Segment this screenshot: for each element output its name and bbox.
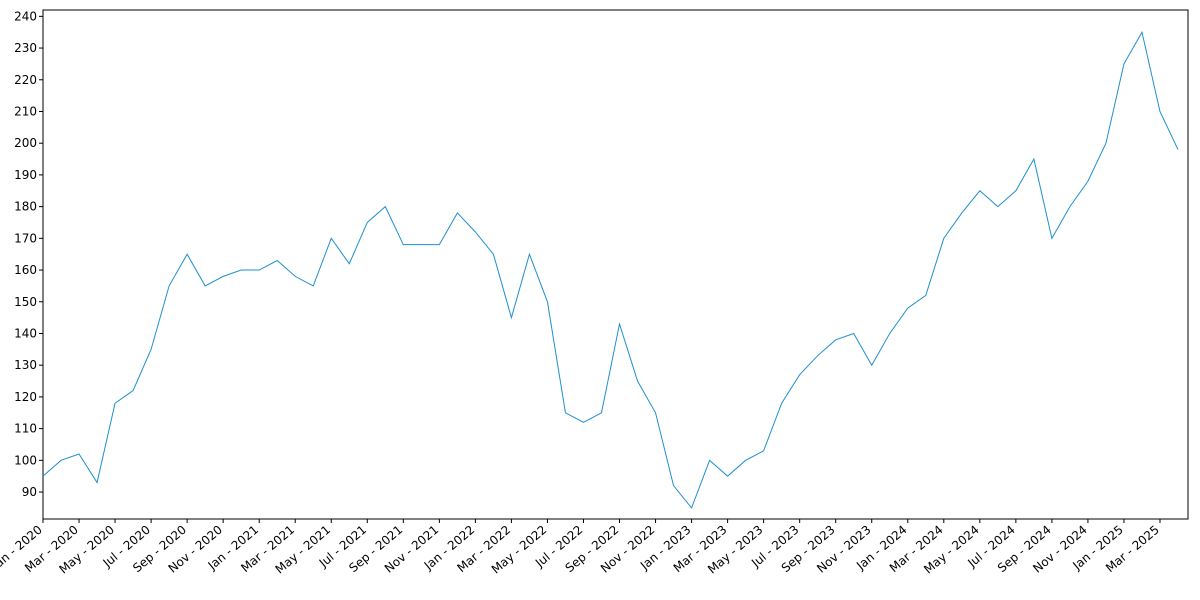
- y-tick-label: 170: [14, 231, 37, 245]
- price-line: [42, 30, 1179, 509]
- y-tick-label: 160: [14, 263, 37, 277]
- y-tick-label: 210: [14, 104, 37, 118]
- y-tick-label: 200: [14, 136, 37, 150]
- y-tick-label: 240: [14, 9, 37, 23]
- y-tick-label: 100: [14, 453, 37, 467]
- plot-frame: [42, 9, 1189, 520]
- y-tick-label: 150: [14, 295, 37, 309]
- y-tick-label: 110: [14, 422, 37, 436]
- y-tick-label: 190: [14, 168, 37, 182]
- y-tick-label: 120: [14, 390, 37, 404]
- y-tick-label: 90: [22, 485, 37, 499]
- y-tick-label: 230: [14, 41, 37, 55]
- y-tick-label: 140: [14, 326, 37, 340]
- y-tick-label: 130: [14, 358, 37, 372]
- y-tick-label: 220: [14, 73, 37, 87]
- y-tick-label: 180: [14, 200, 37, 214]
